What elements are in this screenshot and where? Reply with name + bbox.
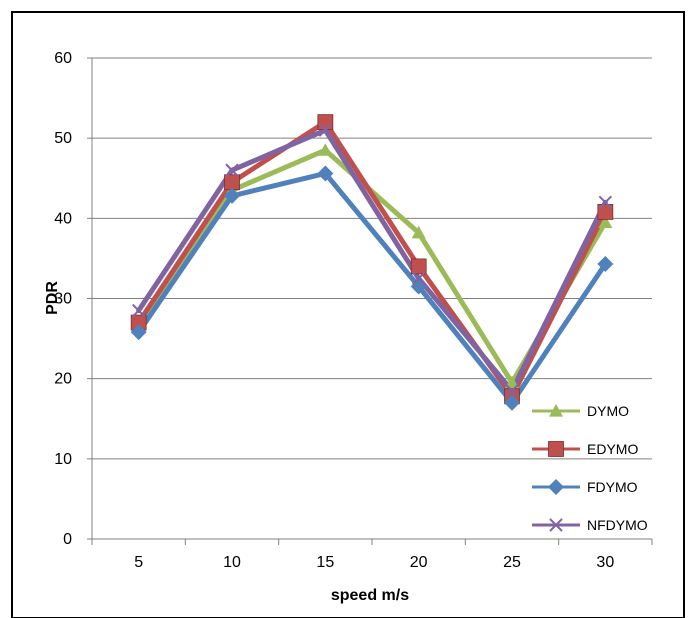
series-line-fdymo bbox=[136, 170, 608, 406]
data-point-nfdymo bbox=[505, 383, 519, 398]
data-point-nfdymo bbox=[411, 271, 426, 286]
y-axis-title: PDR bbox=[44, 281, 61, 315]
x-marker-stroke bbox=[318, 123, 333, 137]
x-tick-label: 30 bbox=[596, 554, 614, 571]
data-point-dymo bbox=[505, 375, 519, 389]
data-point-fdymo bbox=[317, 165, 334, 182]
x-tick-label: 10 bbox=[223, 554, 241, 571]
y-tick-label: 10 bbox=[54, 451, 72, 468]
data-point-nfdymo bbox=[225, 163, 239, 177]
data-point-dymo bbox=[411, 225, 426, 239]
x-marker-stroke bbox=[549, 518, 563, 532]
data-point-dymo bbox=[318, 143, 333, 156]
y-tick-label: 0 bbox=[63, 531, 72, 548]
data-point-fdymo bbox=[504, 394, 520, 411]
y-tick-label: 50 bbox=[54, 130, 72, 147]
series-line-nfdymo bbox=[136, 127, 608, 394]
x-axis-title: speed m/s bbox=[331, 587, 409, 604]
x-marker-stroke bbox=[505, 383, 519, 398]
data-point-edymo bbox=[317, 114, 334, 131]
data-point-edymo bbox=[224, 174, 240, 191]
legend-label-nfdymo: NFDYMO bbox=[587, 517, 648, 533]
data-point-nfdymo bbox=[131, 303, 146, 318]
data-point-fdymo bbox=[224, 187, 240, 204]
legend-label-fdymo: FDYMO bbox=[587, 479, 638, 495]
data-point-nfdymo bbox=[598, 195, 613, 210]
legend-marker-nfdymo bbox=[549, 518, 563, 532]
x-tick-label: 25 bbox=[503, 554, 521, 571]
x-tick-label: 15 bbox=[316, 554, 334, 571]
data-point-fdymo bbox=[597, 256, 614, 273]
data-point-edymo bbox=[597, 204, 614, 220]
legend-marker-fdymo bbox=[548, 479, 564, 495]
y-tick-label: 30 bbox=[54, 291, 72, 308]
x-marker-stroke bbox=[225, 163, 239, 177]
data-point-fdymo bbox=[130, 324, 147, 341]
y-tick-label: 20 bbox=[54, 371, 72, 388]
legend-label-edymo: EDYMO bbox=[587, 441, 638, 457]
y-tick-label: 40 bbox=[54, 210, 72, 227]
x-tick-label: 5 bbox=[134, 554, 143, 571]
x-marker-stroke bbox=[598, 195, 613, 210]
x-tick-label: 20 bbox=[410, 554, 428, 571]
data-point-edymo bbox=[410, 258, 427, 275]
series-line-edymo bbox=[136, 119, 608, 399]
legend-marker-edymo bbox=[548, 441, 564, 457]
data-point-dymo bbox=[598, 215, 613, 228]
x-marker-stroke bbox=[411, 271, 426, 286]
legend-marker-dymo bbox=[549, 404, 563, 417]
legend-label-dymo: DYMO bbox=[587, 403, 629, 419]
data-point-nfdymo bbox=[318, 123, 333, 137]
x-marker-stroke bbox=[131, 303, 146, 318]
outer-border bbox=[11, 11, 685, 618]
y-tick-label: 60 bbox=[54, 50, 72, 67]
